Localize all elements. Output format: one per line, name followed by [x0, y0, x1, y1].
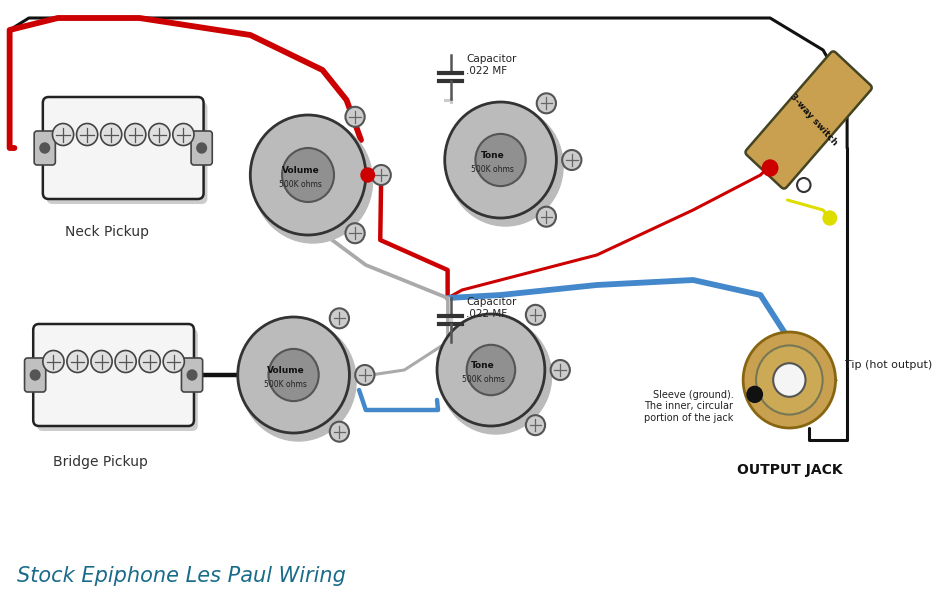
Text: Neck Pickup: Neck Pickup	[65, 225, 149, 239]
FancyBboxPatch shape	[181, 358, 202, 392]
Text: 3-way switch: 3-way switch	[787, 92, 838, 148]
Circle shape	[173, 123, 194, 145]
Circle shape	[361, 168, 374, 182]
Circle shape	[466, 345, 514, 395]
Circle shape	[747, 387, 761, 402]
Circle shape	[76, 123, 97, 145]
Text: Tip (hot output): Tip (hot output)	[844, 360, 932, 370]
FancyBboxPatch shape	[37, 329, 197, 431]
Text: 500K ohms: 500K ohms	[264, 379, 307, 389]
Circle shape	[536, 207, 555, 227]
Circle shape	[100, 123, 122, 145]
Text: Volume: Volume	[267, 365, 305, 375]
Circle shape	[329, 309, 348, 328]
Circle shape	[562, 150, 581, 170]
Circle shape	[42, 351, 64, 373]
Circle shape	[241, 321, 356, 441]
FancyBboxPatch shape	[46, 102, 208, 204]
Circle shape	[253, 119, 372, 243]
Circle shape	[40, 143, 49, 153]
FancyBboxPatch shape	[33, 324, 194, 426]
Circle shape	[796, 178, 810, 192]
Circle shape	[440, 318, 551, 434]
Circle shape	[238, 317, 349, 433]
Circle shape	[742, 332, 834, 428]
Circle shape	[436, 314, 545, 426]
Circle shape	[536, 93, 555, 113]
Text: Tone: Tone	[471, 360, 495, 370]
Circle shape	[525, 415, 545, 435]
FancyBboxPatch shape	[191, 131, 212, 165]
Circle shape	[329, 422, 348, 442]
Circle shape	[447, 106, 563, 226]
Circle shape	[475, 134, 525, 186]
Text: Bridge Pickup: Bridge Pickup	[53, 455, 147, 469]
Circle shape	[250, 115, 365, 235]
Circle shape	[281, 148, 333, 202]
Text: Capacitor
.022 MF: Capacitor .022 MF	[465, 54, 515, 76]
Circle shape	[445, 102, 556, 218]
Circle shape	[762, 160, 777, 176]
Text: 500K ohms: 500K ohms	[471, 164, 514, 174]
Text: 500K ohms: 500K ohms	[462, 375, 504, 384]
FancyBboxPatch shape	[745, 51, 870, 188]
Circle shape	[53, 123, 74, 145]
Circle shape	[346, 223, 364, 243]
Circle shape	[755, 346, 821, 415]
Circle shape	[148, 123, 170, 145]
FancyBboxPatch shape	[34, 131, 56, 165]
FancyBboxPatch shape	[42, 97, 203, 199]
Circle shape	[822, 211, 835, 225]
Circle shape	[163, 351, 184, 373]
Circle shape	[91, 351, 112, 373]
Text: Capacitor
.022 MF: Capacitor .022 MF	[465, 297, 515, 319]
Circle shape	[550, 360, 569, 380]
Circle shape	[196, 143, 206, 153]
FancyBboxPatch shape	[25, 358, 45, 392]
Circle shape	[139, 351, 160, 373]
Text: Volume: Volume	[281, 166, 319, 174]
Circle shape	[796, 178, 810, 192]
Circle shape	[346, 107, 364, 127]
Circle shape	[525, 305, 545, 325]
Circle shape	[67, 351, 88, 373]
Text: Stock Epiphone Les Paul Wiring: Stock Epiphone Les Paul Wiring	[17, 566, 346, 586]
Text: OUTPUT JACK: OUTPUT JACK	[735, 463, 841, 477]
Text: Tone: Tone	[480, 150, 504, 160]
Circle shape	[187, 370, 196, 380]
Circle shape	[268, 349, 318, 401]
Circle shape	[115, 351, 136, 373]
Circle shape	[371, 165, 391, 185]
Circle shape	[125, 123, 145, 145]
Circle shape	[355, 365, 374, 385]
Circle shape	[772, 363, 804, 397]
Text: Sleeve (ground).
The inner, circular
portion of the jack: Sleeve (ground). The inner, circular por…	[644, 389, 733, 423]
Circle shape	[30, 370, 40, 380]
Circle shape	[746, 386, 762, 402]
Text: 500K ohms: 500K ohms	[278, 179, 322, 188]
